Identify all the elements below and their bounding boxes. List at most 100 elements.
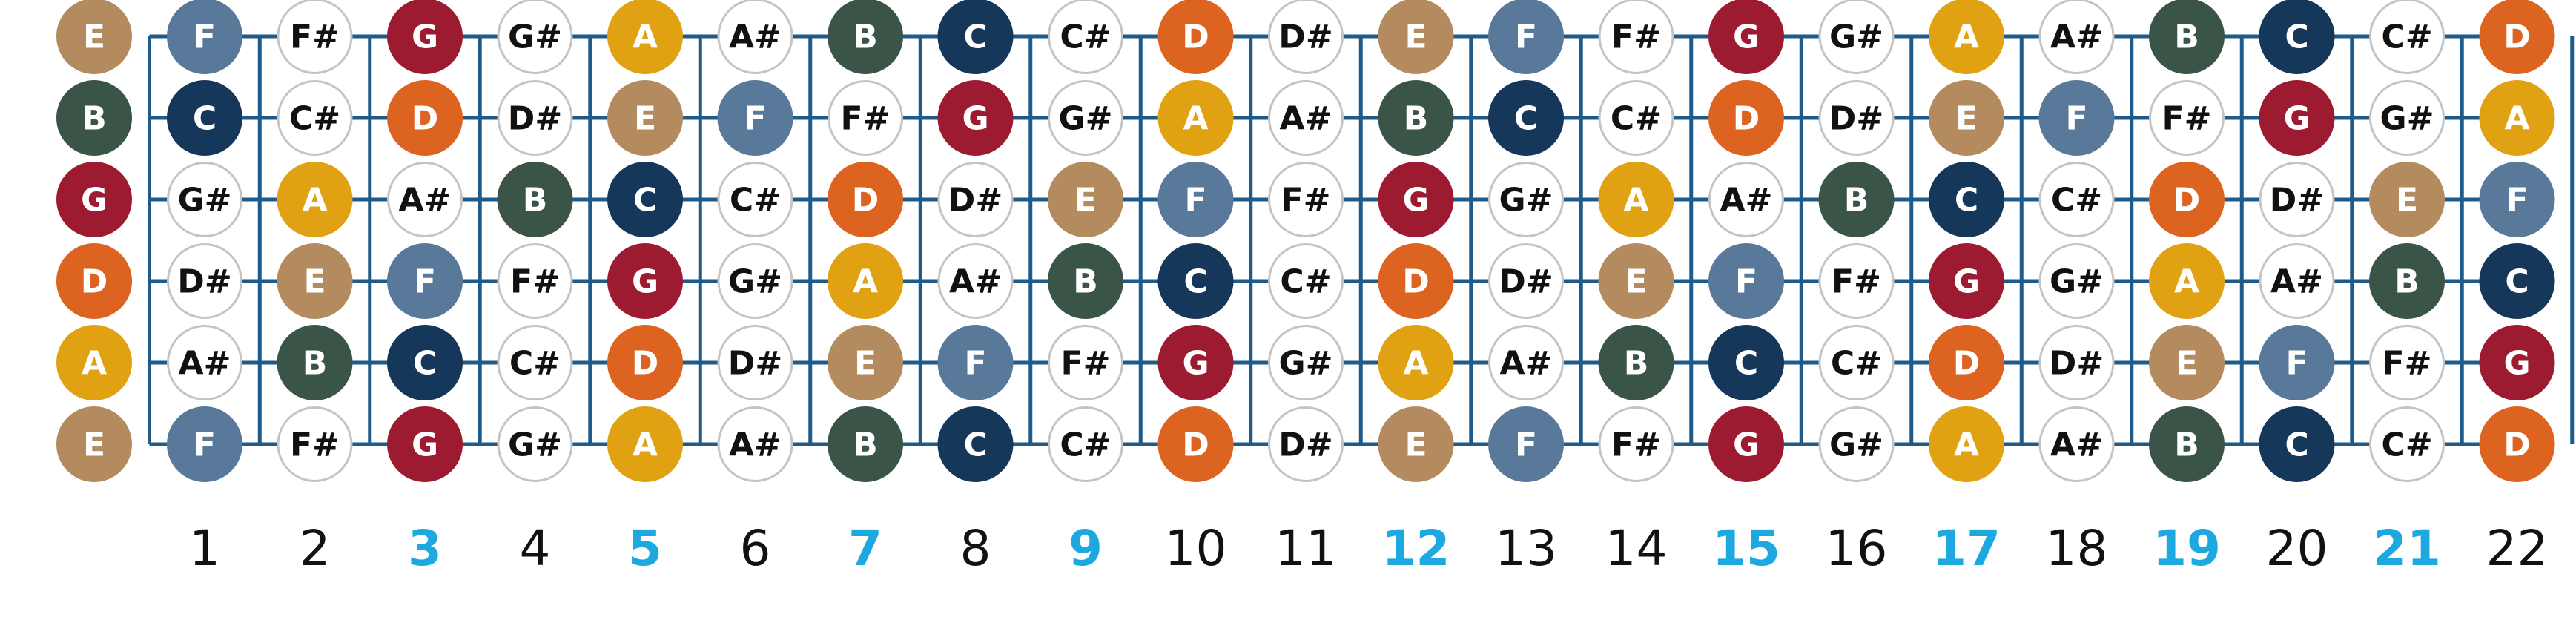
note-circle	[2149, 243, 2225, 319]
note-circle	[828, 162, 903, 237]
note-label: B	[303, 345, 328, 383]
sharp-note-circle	[1048, 406, 1123, 482]
sharp-note-circle	[1488, 243, 1564, 319]
fret-number: 8	[960, 520, 991, 577]
note-marker: G#	[2038, 243, 2115, 319]
note-circle	[2149, 325, 2225, 400]
note-label: F	[1515, 19, 1537, 56]
note-marker: G	[1157, 325, 1234, 400]
note-marker: F#	[277, 406, 353, 482]
note-label: G#	[508, 426, 562, 464]
note-marker: A#	[1488, 325, 1564, 400]
note-marker: G	[1708, 0, 1784, 74]
note-marker: D#	[1818, 80, 1895, 156]
note-label: C	[1734, 345, 1758, 383]
sharp-note-circle	[1818, 80, 1895, 156]
note-circle	[1488, 0, 1564, 74]
note-label: C#	[289, 100, 340, 138]
sharp-note-circle	[497, 80, 573, 156]
note-circle	[277, 325, 353, 400]
note-circle	[56, 243, 132, 319]
note-label: D	[1953, 345, 1981, 383]
note-circle	[1708, 406, 1784, 482]
note-label: B	[2174, 426, 2199, 464]
note-marker: D	[1708, 80, 1784, 156]
sharp-note-circle	[1488, 325, 1564, 400]
note-marker: F	[2038, 80, 2115, 156]
note-marker: F#	[1048, 325, 1123, 400]
note-label: A#	[729, 426, 782, 464]
note-marker: E	[2149, 325, 2225, 400]
note-circle	[607, 162, 683, 237]
note-marker: D	[828, 162, 903, 237]
note-marker: D#	[497, 80, 573, 156]
note-label: C#	[2381, 19, 2432, 56]
note-circle	[2479, 325, 2555, 400]
note-marker: C	[937, 0, 1014, 74]
note-label: D	[1402, 263, 1430, 301]
note-marker: F#	[277, 0, 353, 74]
note-label: C#	[2051, 182, 2102, 220]
note-label: G#	[1499, 182, 1553, 220]
note-circle	[1157, 162, 1234, 237]
note-label: D	[1182, 19, 1209, 56]
note-label: G#	[2050, 263, 2104, 301]
note-marker: A	[828, 243, 903, 319]
note-label: F#	[290, 426, 340, 464]
fret-number: 2	[300, 520, 331, 577]
note-circle	[56, 0, 132, 74]
note-marker: G#	[2369, 80, 2445, 156]
fret-number: 11	[1275, 520, 1337, 577]
note-marker: D	[2479, 0, 2555, 74]
note-circle	[828, 325, 903, 400]
note-marker: E	[56, 406, 132, 482]
note-circle	[1157, 0, 1234, 74]
note-label: E	[2396, 182, 2418, 220]
marker-fret-number: 12	[1382, 520, 1450, 577]
note-marker: E	[1378, 0, 1454, 74]
sharp-note-circle	[167, 325, 242, 400]
note-marker: D#	[717, 325, 793, 400]
note-label: A#	[2270, 263, 2323, 301]
note-marker: G#	[1268, 325, 1344, 400]
note-marker: F#	[1818, 243, 1895, 319]
note-label: G	[632, 263, 658, 301]
note-marker: E	[2369, 162, 2445, 237]
note-circle	[937, 0, 1014, 74]
note-label: A	[302, 182, 327, 220]
note-label: C	[2285, 19, 2308, 56]
note-circle	[1598, 162, 1674, 237]
note-circle	[1929, 406, 2004, 482]
sharp-note-circle	[2369, 80, 2445, 156]
note-marker: C	[1157, 243, 1234, 319]
note-label: E	[1955, 100, 1978, 138]
fret-number: 6	[740, 520, 771, 577]
note-label: F#	[1611, 426, 1661, 464]
note-marker: E	[1598, 243, 1674, 319]
note-circle	[1157, 325, 1234, 400]
sharp-note-circle	[828, 80, 903, 156]
note-marker: A	[1157, 80, 1234, 156]
note-marker: A#	[2038, 0, 2115, 74]
note-circle	[167, 406, 242, 482]
note-label: C#	[1060, 426, 1111, 464]
note-label: C	[2285, 426, 2308, 464]
note-marker: G	[2479, 325, 2555, 400]
sharp-note-circle	[1488, 162, 1564, 237]
note-marker: D	[1157, 0, 1234, 74]
note-marker: A	[1598, 162, 1674, 237]
note-label: C#	[1280, 263, 1331, 301]
note-marker: B	[828, 0, 903, 74]
note-label: E	[303, 263, 326, 301]
note-label: D#	[177, 263, 231, 301]
note-marker: G	[1708, 406, 1784, 482]
sharp-note-circle	[1598, 406, 1674, 482]
note-label: F#	[1061, 345, 1111, 383]
note-marker: E	[1378, 406, 1454, 482]
sharp-note-circle	[497, 406, 573, 482]
note-circle	[607, 243, 683, 319]
note-label: C#	[2381, 426, 2432, 464]
note-label: F	[1735, 263, 1757, 301]
note-label: A	[1183, 100, 1208, 138]
note-circle	[1708, 243, 1784, 319]
